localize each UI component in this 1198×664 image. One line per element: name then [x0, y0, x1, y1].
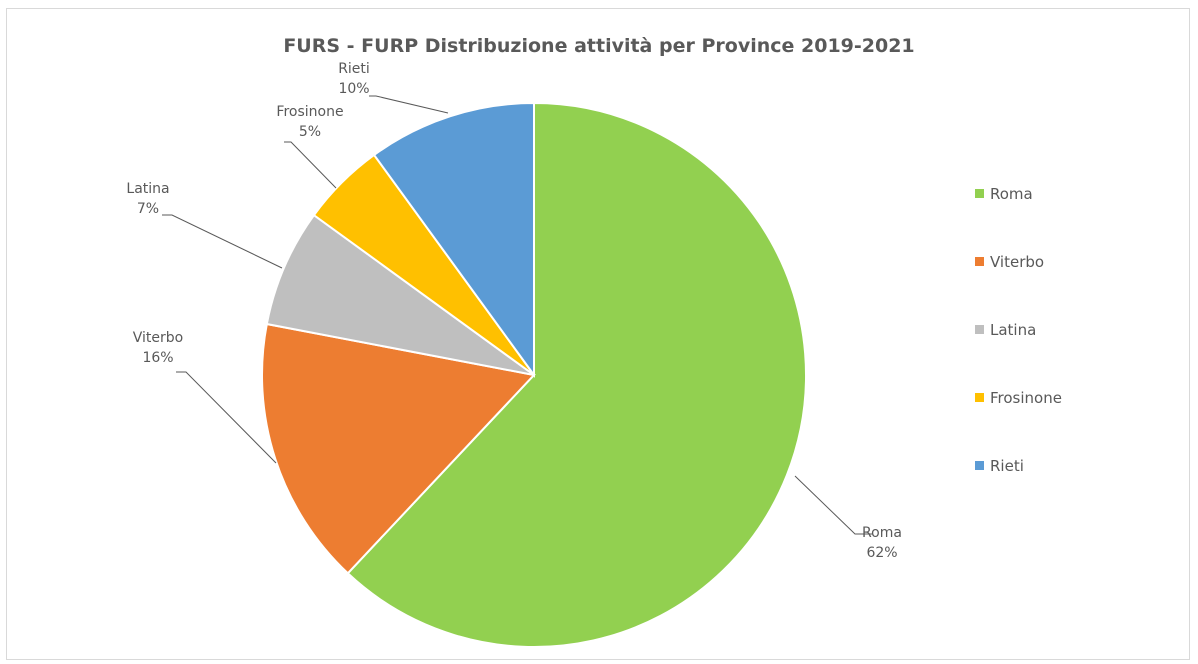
leader-line-rieti	[369, 95, 449, 114]
legend-swatch-roma	[975, 189, 984, 198]
pie-slice-viterbo	[261, 322, 536, 575]
pie-slice-roma	[346, 101, 807, 648]
data-label-category-rieti: Rieti	[338, 61, 370, 77]
data-label-category-roma: Roma	[862, 525, 902, 541]
pie-slices	[261, 101, 807, 648]
data-label-category-latina: Latina	[126, 181, 169, 197]
chart-title: FURS - FURP Distribuzione attività per P…	[283, 35, 914, 57]
data-label-value-roma: 62%	[866, 545, 897, 561]
leader-line-viterbo	[176, 371, 277, 464]
leader-lines	[162, 95, 872, 535]
data-label-value-rieti: 10%	[338, 81, 369, 97]
legend-swatch-viterbo	[975, 257, 984, 266]
legend-label-viterbo: Viterbo	[990, 253, 1044, 271]
data-labels: Roma 62% Viterbo 16% Latina 7% Frosinone 5% Riet…	[126, 61, 902, 561]
leader-line-latina	[162, 214, 283, 269]
legend-label-frosinone: Frosinone	[990, 389, 1062, 407]
data-label-category-viterbo: Viterbo	[133, 330, 183, 346]
leader-line-frosinone	[284, 141, 337, 189]
data-label-value-viterbo: 16%	[142, 350, 173, 366]
data-label-category-frosinone: Frosinone	[276, 104, 343, 120]
pie-slice-latina	[265, 213, 535, 376]
legend-swatch-frosinone	[975, 393, 984, 402]
leader-line-roma	[794, 475, 872, 535]
legend: Roma Viterbo Latina Frosinone Rieti	[975, 185, 1062, 475]
pie-slice-rieti	[372, 101, 535, 379]
legend-swatch-rieti	[975, 461, 984, 470]
legend-label-rieti: Rieti	[990, 457, 1024, 475]
legend-label-roma: Roma	[990, 185, 1033, 203]
legend-label-latina: Latina	[990, 321, 1036, 339]
data-label-value-latina: 7%	[137, 201, 159, 217]
data-label-value-frosinone: 5%	[299, 124, 321, 140]
legend-swatch-latina	[975, 325, 984, 334]
